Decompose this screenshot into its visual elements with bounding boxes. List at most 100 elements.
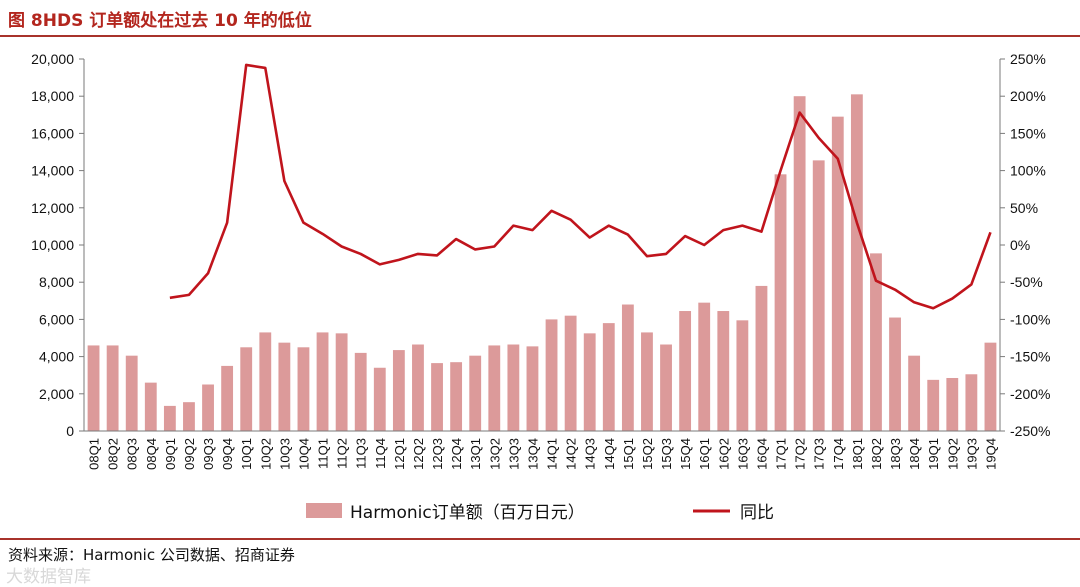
left-tick-label: 10,000 — [31, 237, 74, 253]
bar-14Q3 — [584, 333, 596, 431]
x-tick-label: 19Q2 — [945, 438, 960, 470]
left-tick-label: 4,000 — [39, 349, 74, 365]
bar-10Q4 — [298, 347, 310, 431]
x-tick-label: 18Q3 — [888, 438, 903, 470]
x-tick-label: 16Q4 — [754, 438, 769, 470]
right-tick-label: -50% — [1010, 274, 1043, 290]
x-tick-label: 14Q3 — [583, 438, 598, 470]
x-tick-label: 08Q2 — [106, 438, 121, 470]
bottom-rule — [0, 538, 1080, 540]
x-tick-label: 11Q1 — [316, 438, 331, 469]
legend: Harmonic订单额（百万日元） 同比 — [306, 503, 774, 523]
bar-13Q1 — [469, 356, 481, 431]
bar-19Q4 — [985, 343, 997, 431]
left-tick-label: 12,000 — [31, 200, 74, 216]
x-tick-label: 11Q4 — [373, 438, 388, 469]
left-tick-label: 6,000 — [39, 311, 74, 327]
watermark: 大数据智库 — [6, 562, 91, 587]
bar-19Q3 — [965, 374, 977, 431]
x-tick-label: 10Q4 — [296, 438, 311, 470]
x-tick-label: 14Q2 — [564, 438, 579, 470]
right-tick-label: -250% — [1010, 423, 1050, 439]
right-tick-label: 50% — [1010, 200, 1038, 216]
x-tick-label: 13Q4 — [525, 438, 540, 470]
x-tick-label: 08Q4 — [144, 438, 159, 470]
x-tick-label: 17Q1 — [774, 438, 789, 470]
legend-label-orders: Harmonic订单额（百万日元） — [350, 503, 585, 523]
bar-14Q1 — [546, 319, 558, 431]
left-tick-label: 8,000 — [39, 274, 74, 290]
bar-08Q4 — [145, 383, 157, 431]
right-tick-label: 150% — [1010, 125, 1046, 141]
x-tick-label: 17Q2 — [793, 438, 808, 470]
right-tick-label: 100% — [1010, 163, 1046, 179]
left-tick-label: 20,000 — [31, 51, 74, 67]
x-tick-label: 15Q2 — [640, 438, 655, 470]
bar-14Q2 — [565, 316, 577, 431]
bar-11Q4 — [374, 368, 386, 431]
bar-18Q3 — [889, 318, 901, 431]
bar-10Q1 — [240, 347, 252, 431]
right-tick-label: 0% — [1010, 237, 1030, 253]
bar-11Q1 — [317, 332, 329, 431]
bar-15Q3 — [660, 345, 672, 431]
bar-12Q3 — [431, 363, 443, 431]
right-tick-label: 200% — [1010, 88, 1046, 104]
bar-10Q2 — [259, 332, 271, 431]
bar-series — [88, 94, 997, 431]
bar-15Q4 — [679, 311, 691, 431]
x-tick-label: 18Q4 — [907, 438, 922, 470]
right-tick-label: -100% — [1010, 311, 1050, 327]
bar-08Q2 — [107, 345, 119, 431]
bar-15Q2 — [641, 332, 653, 431]
legend-swatch-orders — [306, 503, 342, 518]
bar-16Q3 — [736, 320, 748, 431]
bar-18Q4 — [908, 356, 920, 431]
left-tick-label: 18,000 — [31, 88, 74, 104]
x-tick-label: 14Q4 — [602, 438, 617, 470]
x-tick-label: 12Q3 — [430, 438, 445, 470]
bar-13Q2 — [488, 345, 500, 431]
x-tick-label: 10Q3 — [277, 438, 292, 470]
bar-16Q1 — [698, 303, 710, 431]
bar-19Q1 — [927, 380, 939, 431]
x-tick-label: 16Q2 — [716, 438, 731, 470]
x-tick-label: 18Q1 — [850, 438, 865, 470]
x-tick-label: 08Q3 — [125, 438, 140, 470]
bar-09Q4 — [221, 366, 233, 431]
bar-10Q3 — [278, 343, 290, 431]
bar-08Q1 — [88, 345, 100, 431]
x-tick-label: 16Q1 — [697, 438, 712, 470]
right-tick-label: -200% — [1010, 386, 1050, 402]
bar-12Q2 — [412, 345, 424, 431]
x-tick-label: 08Q1 — [87, 438, 102, 470]
left-tick-label: 0 — [66, 423, 74, 439]
bar-17Q4 — [832, 117, 844, 431]
x-tick-label: 19Q1 — [926, 438, 941, 470]
bar-17Q2 — [794, 96, 806, 431]
bar-17Q1 — [775, 174, 787, 431]
bar-12Q4 — [450, 362, 462, 431]
x-tick-label: 19Q3 — [964, 438, 979, 470]
bar-11Q3 — [355, 353, 367, 431]
bar-18Q1 — [851, 94, 863, 431]
bar-16Q4 — [756, 286, 768, 431]
x-tick-label: 13Q1 — [468, 438, 483, 470]
x-tick-label: 10Q1 — [239, 438, 254, 470]
bar-09Q1 — [164, 406, 176, 431]
right-tick-label: -150% — [1010, 349, 1050, 365]
line-series — [170, 65, 991, 308]
x-tick-label: 12Q2 — [411, 438, 426, 470]
right-tick-label: 250% — [1010, 51, 1046, 67]
left-tick-label: 2,000 — [39, 386, 74, 402]
x-tick-label: 13Q3 — [506, 438, 521, 470]
x-tick-label: 17Q3 — [812, 438, 827, 470]
bar-12Q1 — [393, 350, 405, 431]
x-tick-label: 09Q3 — [201, 438, 216, 470]
x-tick-label: 12Q1 — [392, 438, 407, 470]
legend-label-yoy: 同比 — [740, 503, 774, 523]
bar-14Q4 — [603, 323, 615, 431]
bar-15Q1 — [622, 305, 634, 431]
bar-17Q3 — [813, 160, 825, 431]
